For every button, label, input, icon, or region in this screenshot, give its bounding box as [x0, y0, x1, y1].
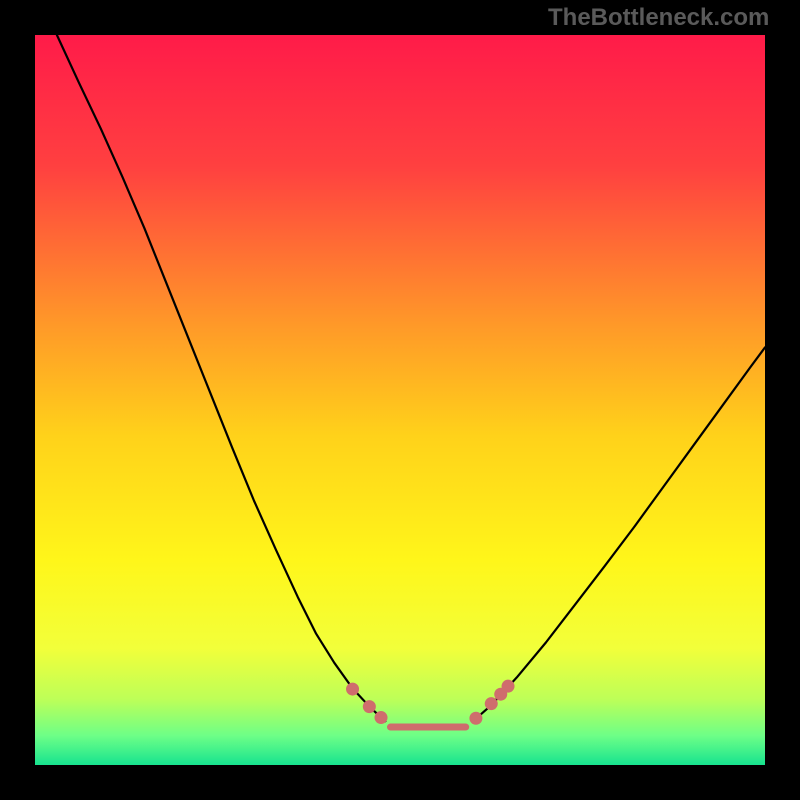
marker-dot [469, 712, 482, 725]
marker-dot [363, 700, 376, 713]
marker-dot [502, 680, 515, 693]
chart-frame: TheBottleneck.com [0, 0, 800, 800]
marker-dot [346, 683, 359, 696]
watermark-text: TheBottleneck.com [548, 4, 769, 32]
marker-dot [375, 711, 388, 724]
plot-background [35, 35, 765, 765]
bottleneck-chart [35, 35, 765, 765]
marker-dot [485, 697, 498, 710]
